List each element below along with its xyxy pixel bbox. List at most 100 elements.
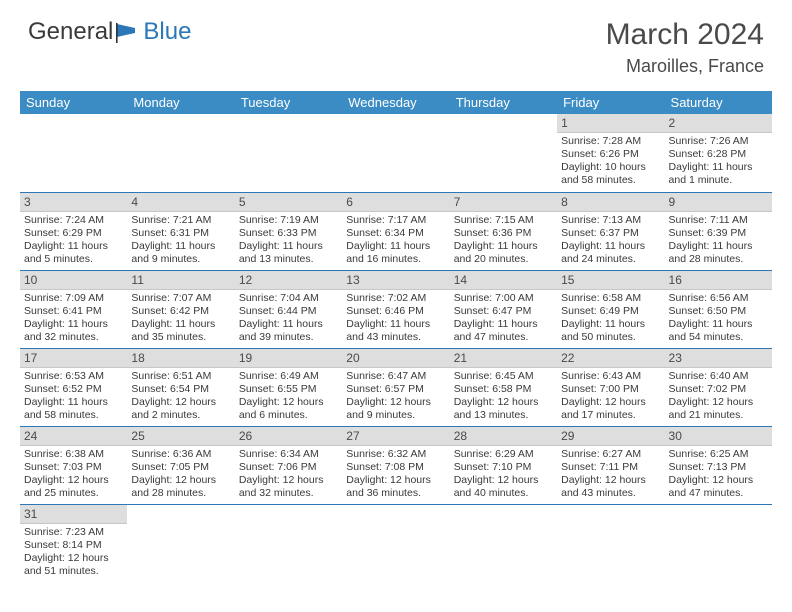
flag-icon [115, 21, 141, 43]
calendar-cell [450, 114, 557, 192]
day-number: 1 [557, 114, 664, 133]
calendar-cell: 30Sunrise: 6:25 AMSunset: 7:13 PMDayligh… [665, 426, 772, 504]
calendar-cell: 1Sunrise: 7:28 AMSunset: 6:26 PMDaylight… [557, 114, 664, 192]
daylight-text: Daylight: 11 hours and 47 minutes. [454, 318, 553, 344]
calendar-cell: 11Sunrise: 7:07 AMSunset: 6:42 PMDayligh… [127, 270, 234, 348]
sunrise-text: Sunrise: 7:19 AM [239, 214, 338, 227]
daylight-text: Daylight: 11 hours and 9 minutes. [131, 240, 230, 266]
sunrise-text: Sunrise: 6:49 AM [239, 370, 338, 383]
sunset-text: Sunset: 7:02 PM [669, 383, 768, 396]
daylight-text: Daylight: 12 hours and 9 minutes. [346, 396, 445, 422]
day-data: Sunrise: 6:29 AMSunset: 7:10 PMDaylight:… [450, 446, 557, 503]
day-number: 14 [450, 271, 557, 290]
calendar-cell: 19Sunrise: 6:49 AMSunset: 6:55 PMDayligh… [235, 348, 342, 426]
day-number: 26 [235, 427, 342, 446]
sunset-text: Sunset: 7:06 PM [239, 461, 338, 474]
day-data: Sunrise: 6:40 AMSunset: 7:02 PMDaylight:… [665, 368, 772, 425]
calendar-cell: 14Sunrise: 7:00 AMSunset: 6:47 PMDayligh… [450, 270, 557, 348]
page-header: General Blue March 2024 Maroilles, Franc… [0, 0, 792, 85]
sunset-text: Sunset: 6:41 PM [24, 305, 123, 318]
day-number: 20 [342, 349, 449, 368]
daylight-text: Daylight: 12 hours and 21 minutes. [669, 396, 768, 422]
sunrise-text: Sunrise: 7:09 AM [24, 292, 123, 305]
sunrise-text: Sunrise: 6:25 AM [669, 448, 768, 461]
day-number: 10 [20, 271, 127, 290]
day-number: 24 [20, 427, 127, 446]
calendar-week-row: 1Sunrise: 7:28 AMSunset: 6:26 PMDaylight… [20, 114, 772, 192]
calendar-cell: 3 Sunrise: 7:24 AMSunset: 6:29 PMDaylight… [20, 192, 127, 270]
sunset-text: Sunset: 6:31 PM [131, 227, 230, 240]
sunrise-text: Sunrise: 7:15 AM [454, 214, 553, 227]
daylight-text: Daylight: 11 hours and 35 minutes. [131, 318, 230, 344]
sunrise-text: Sunrise: 6:38 AM [24, 448, 123, 461]
day-data: Sunrise: 7:28 AMSunset: 6:26 PMDaylight:… [557, 133, 664, 190]
day-data: Sunrise: 6:51 AMSunset: 6:54 PMDaylight:… [127, 368, 234, 425]
day-data: Sunrise: 7:00 AMSunset: 6:47 PMDaylight:… [450, 290, 557, 347]
calendar-week-row: 24Sunrise: 6:38 AMSunset: 7:03 PMDayligh… [20, 426, 772, 504]
sunset-text: Sunset: 6:29 PM [24, 227, 123, 240]
day-data: Sunrise: 6:25 AMSunset: 7:13 PMDaylight:… [665, 446, 772, 503]
day-data: Sunrise: 7:04 AMSunset: 6:44 PMDaylight:… [235, 290, 342, 347]
day-number: 30 [665, 427, 772, 446]
day-data: Sunrise: 7:19 AMSunset: 6:33 PMDaylight:… [235, 212, 342, 269]
day-number: 25 [127, 427, 234, 446]
calendar-cell: 29Sunrise: 6:27 AMSunset: 7:11 PMDayligh… [557, 426, 664, 504]
sunrise-text: Sunrise: 6:32 AM [346, 448, 445, 461]
calendar-cell: 5Sunrise: 7:19 AMSunset: 6:33 PMDaylight… [235, 192, 342, 270]
day-number: 4 [127, 193, 234, 212]
daylight-text: Daylight: 11 hours and 5 minutes. [24, 240, 123, 266]
daylight-text: Daylight: 11 hours and 1 minute. [669, 161, 768, 187]
daylight-text: Daylight: 11 hours and 24 minutes. [561, 240, 660, 266]
day-number: 13 [342, 271, 449, 290]
daylight-text: Daylight: 11 hours and 32 minutes. [24, 318, 123, 344]
day-data: Sunrise: 6:47 AMSunset: 6:57 PMDaylight:… [342, 368, 449, 425]
sunset-text: Sunset: 7:13 PM [669, 461, 768, 474]
calendar-cell [127, 504, 234, 582]
calendar-cell: 8Sunrise: 7:13 AMSunset: 6:37 PMDaylight… [557, 192, 664, 270]
calendar-cell [342, 114, 449, 192]
day-number: 19 [235, 349, 342, 368]
sunrise-text: Sunrise: 6:36 AM [131, 448, 230, 461]
day-data: Sunrise: 7:23 AMSunset: 8:14 PMDaylight:… [20, 524, 127, 581]
day-data: Sunrise: 7:15 AMSunset: 6:36 PMDaylight:… [450, 212, 557, 269]
calendar-cell: 22Sunrise: 6:43 AMSunset: 7:00 PMDayligh… [557, 348, 664, 426]
day-data: Sunrise: 6:38 AMSunset: 7:03 PMDaylight:… [20, 446, 127, 503]
sunrise-text: Sunrise: 7:17 AM [346, 214, 445, 227]
day-data: Sunrise: 6:34 AMSunset: 7:06 PMDaylight:… [235, 446, 342, 503]
calendar-cell [665, 504, 772, 582]
weekday-header: Friday [557, 91, 664, 114]
sunset-text: Sunset: 6:50 PM [669, 305, 768, 318]
brand-logo: General Blue [28, 18, 191, 46]
day-number: 3 [20, 193, 127, 212]
sunrise-text: Sunrise: 7:24 AM [24, 214, 123, 227]
sunrise-text: Sunrise: 7:26 AM [669, 135, 768, 148]
day-number: 11 [127, 271, 234, 290]
sunset-text: Sunset: 6:37 PM [561, 227, 660, 240]
sunrise-text: Sunrise: 7:13 AM [561, 214, 660, 227]
sunset-text: Sunset: 6:57 PM [346, 383, 445, 396]
day-number: 9 [665, 193, 772, 212]
day-number: 18 [127, 349, 234, 368]
calendar-cell: 9Sunrise: 7:11 AMSunset: 6:39 PMDaylight… [665, 192, 772, 270]
sunset-text: Sunset: 6:26 PM [561, 148, 660, 161]
daylight-text: Daylight: 12 hours and 25 minutes. [24, 474, 123, 500]
daylight-text: Daylight: 11 hours and 50 minutes. [561, 318, 660, 344]
sunrise-text: Sunrise: 6:34 AM [239, 448, 338, 461]
day-number: 28 [450, 427, 557, 446]
sunset-text: Sunset: 6:49 PM [561, 305, 660, 318]
daylight-text: Daylight: 10 hours and 58 minutes. [561, 161, 660, 187]
sunrise-text: Sunrise: 7:28 AM [561, 135, 660, 148]
daylight-text: Daylight: 12 hours and 43 minutes. [561, 474, 660, 500]
day-number: 15 [557, 271, 664, 290]
calendar-cell [342, 504, 449, 582]
day-data: Sunrise: 7:02 AMSunset: 6:46 PMDaylight:… [342, 290, 449, 347]
calendar-cell: 20Sunrise: 6:47 AMSunset: 6:57 PMDayligh… [342, 348, 449, 426]
daylight-text: Daylight: 11 hours and 39 minutes. [239, 318, 338, 344]
day-data: Sunrise: 7:11 AMSunset: 6:39 PMDaylight:… [665, 212, 772, 269]
sunrise-text: Sunrise: 7:02 AM [346, 292, 445, 305]
sunset-text: Sunset: 6:44 PM [239, 305, 338, 318]
calendar-cell: 17Sunrise: 6:53 AMSunset: 6:52 PMDayligh… [20, 348, 127, 426]
day-number: 29 [557, 427, 664, 446]
calendar-cell: 2Sunrise: 7:26 AMSunset: 6:28 PMDaylight… [665, 114, 772, 192]
day-number: 21 [450, 349, 557, 368]
